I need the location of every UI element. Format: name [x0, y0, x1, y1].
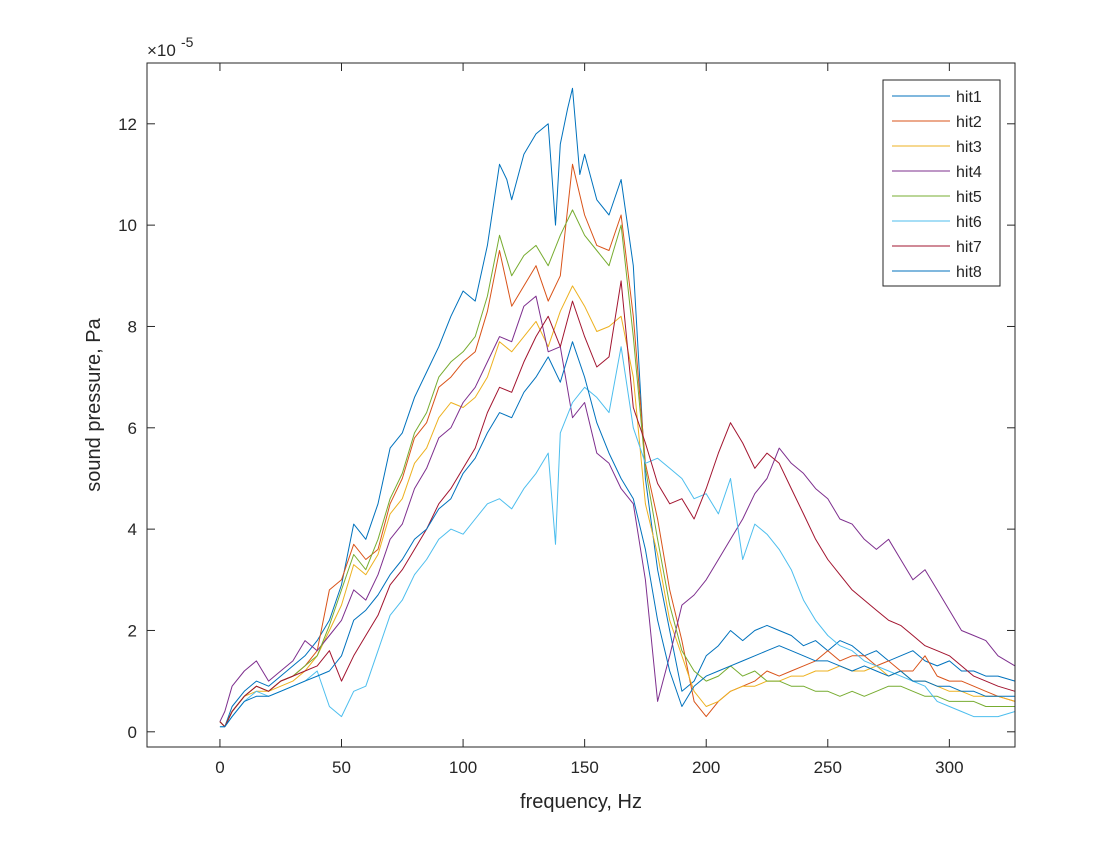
y-tick-label: 0 [128, 723, 137, 742]
y-tick-label: 4 [128, 520, 137, 539]
legend-label: hit4 [956, 164, 982, 181]
y-axis-label: sound pressure, Pa [83, 317, 105, 491]
legend-label: hit5 [956, 189, 982, 206]
series-line-hit6 [219, 346, 1016, 728]
legend-label: hit7 [956, 239, 982, 256]
x-tick-label: 100 [449, 758, 477, 777]
legend-box [882, 79, 1001, 287]
plot-area-box [146, 62, 1016, 748]
legend-label: hit8 [956, 264, 982, 281]
series-line-hit8 [219, 341, 1015, 728]
legend: hit1 hit2 hit3 hit4 hit5 hit6 hit7 hit8 [882, 79, 1001, 287]
series-line-hit7 [219, 280, 1016, 728]
x-tick-label: 150 [570, 758, 598, 777]
x-tick-label: 250 [814, 758, 842, 777]
legend-label: hit6 [956, 214, 982, 231]
legend-label: hit2 [956, 114, 982, 131]
y-tick-label: 2 [128, 621, 137, 640]
x-tick-label: 300 [935, 758, 963, 777]
y-tick-label: 10 [118, 216, 137, 235]
series-layer [219, 87, 1016, 728]
legend-label: hit3 [956, 139, 982, 156]
x-axis-label: frequency, Hz [520, 791, 642, 813]
y-axis-exponent-base: ×10 [147, 41, 176, 60]
x-tick-label: 200 [692, 758, 720, 777]
y-axis-ticks: 0 2 4 6 8 10 12 [118, 115, 1015, 742]
series-line-hit1 [219, 87, 1016, 728]
y-tick-label: 12 [118, 115, 137, 134]
series-line-hit4 [219, 295, 1016, 722]
plot-area-background [147, 63, 1015, 747]
y-tick-label: 6 [128, 419, 137, 438]
y-tick-label: 8 [128, 317, 137, 336]
legend-label: hit1 [956, 89, 982, 106]
y-axis-exponent: ×10 -5 [147, 34, 194, 60]
series-line-hit5 [219, 209, 1015, 728]
x-axis-ticks: 0 50 100 150 200 250 300 [215, 63, 964, 777]
x-tick-label: 50 [332, 758, 351, 777]
y-axis-exponent-power: -5 [181, 34, 194, 50]
x-tick-label: 0 [215, 758, 224, 777]
